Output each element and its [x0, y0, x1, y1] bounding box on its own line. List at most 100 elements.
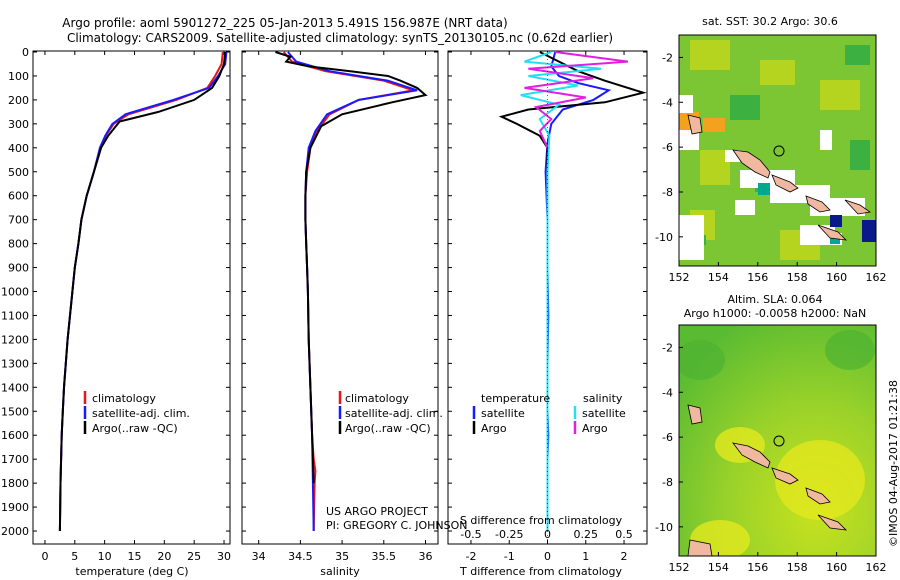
x-tick-label: -2 — [465, 550, 476, 563]
y-tick-label: 100 — [8, 70, 29, 83]
series-line-argo-raw-qc- — [58, 51, 227, 532]
sla-map-title-line2: Argo h1000: -0.0058 h2000: NaN — [684, 307, 867, 320]
map-y-tick-label: -6 — [662, 431, 673, 444]
pi-annotation: PI: GREGORY C. JOHNSON — [326, 519, 467, 532]
y-tick-label: 1400 — [1, 381, 29, 394]
sla-low-patches — [679, 330, 875, 380]
x-tick-label: 35 — [335, 550, 349, 563]
s-difference-label: S difference from climatology — [460, 514, 623, 527]
legend-label: satellite-adj. clim. — [345, 407, 443, 420]
map-x-tick-label: 152 — [669, 561, 690, 574]
salinity-plot: 34 34.5 35 35.5 36 — [242, 51, 438, 563]
legend-label: climatology — [345, 392, 409, 405]
x-tick-label: 30 — [217, 550, 231, 563]
y-tick-label: 1600 — [1, 429, 29, 442]
x-tick-label: 2 — [621, 550, 628, 563]
s-tick-label: 0.5 — [615, 528, 633, 541]
y-tick-label: 900 — [8, 262, 29, 275]
y-tick-label: 0 — [22, 46, 29, 59]
legend-label: satellite — [582, 407, 626, 420]
series-line-s-argo — [524, 51, 629, 149]
y-tick-label: 1700 — [1, 453, 29, 466]
y-tick-label: 1300 — [1, 357, 29, 370]
temperature-panel-frame — [32, 50, 231, 545]
legend-title-temperature: temperature — [481, 392, 550, 405]
y-tick-label: 300 — [8, 118, 29, 131]
project-annotation: US ARGO PROJECT — [326, 505, 428, 518]
map-ticks: 152 154 156 158 160 162 -2 -4 -6 -8 -10 152 154 156 15… — [655, 51, 886, 574]
map-x-tick-label: 162 — [866, 561, 887, 574]
series-line-t-argo — [498, 51, 647, 316]
y-tick-label: 400 — [8, 142, 29, 155]
map-y-tick-label: -8 — [662, 476, 673, 489]
map-y-tick-label: -2 — [662, 341, 673, 354]
sla-map-title-line1: Altim. SLA: 0.064 — [727, 293, 822, 306]
y-tick-label: 2000 — [1, 525, 29, 538]
sst-islands — [687, 114, 872, 241]
x-tick-label: 1 — [582, 550, 589, 563]
y-tick-label: 1500 — [1, 405, 29, 418]
legend-label: climatology — [92, 392, 156, 405]
map-x-tick-label: 154 — [708, 561, 729, 574]
y-tick-label: 1800 — [1, 477, 29, 490]
sla-float-marker — [773, 435, 785, 447]
temperature-legend: climatology satellite-adj. clim. Argo(..… — [83, 391, 190, 435]
x-tick-label: 25 — [187, 550, 201, 563]
s-tick-label: -0.5 — [460, 528, 481, 541]
map-x-tick-label: 156 — [747, 561, 768, 574]
map-y-tick-label: -8 — [662, 186, 673, 199]
legend-label: Argo(..raw -QC) — [92, 422, 178, 435]
salinity-xlabel: salinity — [320, 565, 360, 578]
series-line-argo-raw-qc- — [275, 51, 428, 484]
map-y-tick-label: -6 — [662, 141, 673, 154]
sst-map — [679, 35, 876, 266]
legend-label: satellite — [481, 407, 525, 420]
difference-plot: -2 -1 0 1 2 -0.5 -0.25 0 0.25 0.5 — [448, 51, 647, 563]
y-tick-label: 800 — [8, 238, 29, 251]
x-tick-label: 5 — [71, 550, 78, 563]
x-tick-label: 36 — [418, 550, 432, 563]
difference-legend: temperature salinity satellite Argo sate… — [472, 392, 626, 435]
series-line-satellite-adj-clim- — [58, 51, 228, 532]
sla-map-frame — [678, 324, 877, 557]
s-tick-label: 0.25 — [574, 528, 599, 541]
legend-label: Argo(..raw -QC) — [345, 422, 431, 435]
series-line-climatology — [282, 51, 414, 532]
y-tick-label: 500 — [8, 166, 29, 179]
s-tick-label: -0.25 — [495, 528, 523, 541]
legend-title-salinity: salinity — [583, 392, 623, 405]
map-x-tick-label: 156 — [747, 271, 768, 284]
x-tick-label: -1 — [504, 550, 515, 563]
map-x-tick-label: 158 — [787, 271, 808, 284]
temperature-xlabel: temperature (deg C) — [75, 565, 188, 578]
x-tick-label: 0 — [41, 550, 48, 563]
x-tick-label: 34 — [252, 550, 266, 563]
sla-map — [679, 325, 876, 556]
map-y-tick-label: -2 — [662, 51, 673, 64]
map-x-tick-label: 162 — [866, 271, 887, 284]
map-x-tick-label: 152 — [669, 271, 690, 284]
sla-islands — [687, 404, 848, 556]
sst-map-title: sat. SST: 30.2 Argo: 30.6 — [702, 15, 838, 28]
sst-float-marker — [773, 145, 785, 157]
map-x-tick-label: 158 — [787, 561, 808, 574]
title-line1: Argo profile: aoml 5901272_225 05-Jan-20… — [62, 16, 507, 30]
y-tick-label: 1100 — [1, 309, 29, 322]
map-y-tick-label: -4 — [662, 386, 673, 399]
t-difference-label: T difference from climatology — [459, 565, 622, 578]
y-tick-label: 1200 — [1, 333, 29, 346]
legend-label: satellite-adj. clim. — [92, 407, 190, 420]
map-y-tick-label: -10 — [655, 521, 673, 534]
s-tick-label: 0 — [544, 528, 551, 541]
y-tick-label: 200 — [8, 94, 29, 107]
map-x-tick-label: 154 — [708, 271, 729, 284]
x-tick-label: 15 — [127, 550, 141, 563]
map-y-tick-label: -10 — [655, 231, 673, 244]
x-tick-label: 0 — [544, 550, 551, 563]
map-x-tick-label: 160 — [826, 561, 847, 574]
salinity-panel-frame — [241, 50, 439, 545]
y-tick-label: 700 — [8, 214, 29, 227]
x-tick-label: 10 — [98, 550, 112, 563]
x-tick-label: 34.5 — [288, 550, 313, 563]
